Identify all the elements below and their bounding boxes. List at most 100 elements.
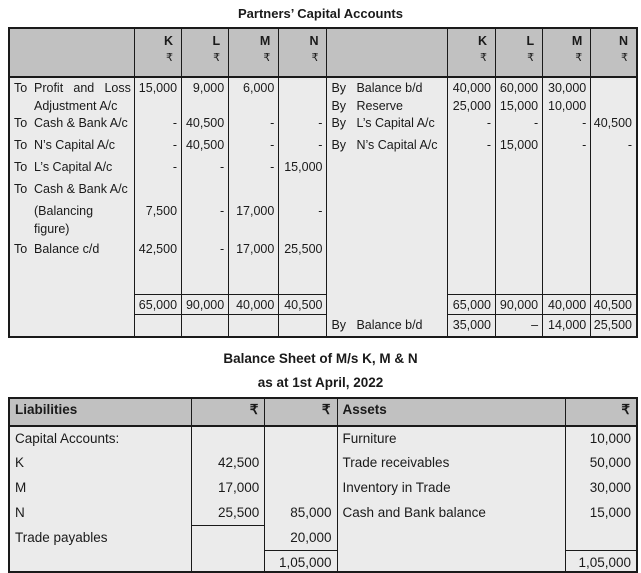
partner-column-header-debit-N: N ₹ (278, 28, 327, 78)
particulars-label: To L’s Capital A/c (10, 160, 134, 174)
amount-cell: 65,000 (133, 294, 182, 316)
balance-sheet-row: K 42,500 Trade receivables 50,000 (8, 450, 637, 476)
account-name: figure) (34, 221, 70, 236)
particulars-cell: By N’s Capital A/c (326, 135, 448, 158)
empty-cell (542, 260, 591, 295)
amount-cell: 35,000 (446, 314, 496, 337)
amount-cell: 9,000 (181, 77, 229, 96)
account-name: N’s Capital A/c (34, 138, 116, 153)
amount-cell: - (133, 135, 182, 158)
capital-table-row: To L’s Capital A/c - - -15,000 (8, 157, 637, 180)
liability-total-cell: 85,000 (264, 500, 338, 526)
partner-letter: M (259, 34, 271, 48)
empty-cell (8, 294, 135, 315)
balance-sheet-body: Capital Accounts: Furniture 10,000 K 42,500 T… (8, 425, 637, 572)
amount-cell (228, 314, 279, 337)
entry-prefix: To (14, 241, 28, 256)
partner-letter: L (212, 34, 221, 48)
credit-particulars-header (326, 28, 448, 78)
amount-cell: 30,000 (542, 77, 591, 96)
partner-letter: N (309, 34, 319, 48)
word: Profit (34, 81, 64, 95)
rupee-symbol: ₹ (479, 52, 487, 65)
particulars-cell: By Balance b/d (326, 314, 448, 337)
account-name: L’s Capital A/c (356, 116, 435, 131)
liabilities-header: Liabilities (8, 397, 192, 427)
capital-table-header: K ₹ L ₹ M ₹ N ₹ K ₹ L ₹ M ₹ N ₹ (8, 28, 637, 78)
account-name: (Balancing (34, 204, 94, 219)
liability-total-cell (264, 450, 338, 476)
amount-cell: - (446, 135, 496, 158)
particulars-label: By Balance b/d (328, 81, 447, 95)
liability-amount-cell (191, 425, 265, 451)
amount-cell: - (133, 157, 182, 180)
amount-cell (133, 96, 182, 114)
account-name: Balance b/d (356, 81, 423, 95)
particulars-cell: To Balance c/d (8, 238, 135, 261)
partner-letter: N (618, 34, 628, 48)
particulars-cell: To Cash & Bank A/c (8, 113, 135, 136)
asset-item-cell: Trade receivables (336, 450, 566, 476)
amount-cell (133, 179, 182, 202)
particulars-label: To Profit and Loss (10, 81, 134, 95)
capital-header-row: K ₹ L ₹ M ₹ N ₹ K ₹ L ₹ M ₹ N ₹ (8, 28, 637, 78)
particulars-cell: To Profit and Loss (8, 77, 135, 96)
amount-cell: 40,500 (278, 294, 327, 316)
empty-cell (133, 260, 182, 295)
capital-table-row: By Balance b/d 35,000–14,000 25,500 (8, 314, 637, 337)
amount-cell (228, 218, 279, 239)
particulars-cell: To Cash & Bank A/c (8, 179, 135, 202)
amount-cell: - (590, 135, 637, 158)
entry-prefix: To (14, 81, 28, 95)
particulars-cell: By L’s Capital A/c (326, 113, 448, 136)
rupee-symbol: ₹ (621, 52, 628, 65)
liability-amount-cell (191, 525, 265, 551)
particulars-label: By Reserve (328, 99, 447, 113)
entry-prefix: By (331, 116, 347, 131)
capital-table-row: To Cash & Bank A/c (8, 179, 637, 202)
amount-cell: - (181, 201, 229, 219)
amount-cell (181, 96, 229, 114)
account-name: Cash & Bank A/c (34, 182, 128, 197)
amount-cell: - (278, 135, 327, 158)
liability-item-cell: K (8, 450, 192, 476)
amount-cell (278, 218, 327, 239)
balance-sheet-header-row: Liabilities ₹ ₹ Assets ₹ (8, 397, 637, 427)
amount-cell: - (278, 113, 327, 136)
balance-sheet-title: Balance Sheet of M/s K, M & N (223, 350, 418, 366)
liability-amount-cell: 17,000 (191, 475, 265, 501)
rupee-symbol: ₹ (166, 52, 174, 65)
amount-cell: 10,000 (542, 96, 591, 114)
amount-cell (494, 218, 543, 239)
amount-cell: 15,000 (494, 135, 543, 158)
partner-column-header-debit-L: L ₹ (181, 28, 229, 78)
account-name: N’s Capital A/c (356, 138, 438, 153)
assets-header: Assets (336, 397, 566, 427)
amount-cell: – (494, 314, 543, 337)
amount-cell (542, 218, 591, 239)
amount-cell: 25,000 (446, 96, 496, 114)
amount-cell (494, 201, 543, 219)
partner-column-header-debit-K: K ₹ (133, 28, 182, 78)
particulars-cell (326, 218, 448, 239)
capital-accounts-title: Partners’ Capital Accounts (238, 6, 403, 21)
particulars-cell (326, 157, 448, 180)
amount-cell (542, 201, 591, 219)
particulars-label: To Balance c/d (10, 242, 134, 256)
particulars-cell: Adjustment A/c (8, 96, 135, 114)
amount-cell: 25,500 (278, 238, 327, 261)
capital-table-body: To Profit and Loss 15,000 9,000 6,000 By Balance… (8, 77, 637, 337)
rupee-symbol: ₹ (213, 52, 221, 65)
balance-sheet-table: Liabilities ₹ ₹ Assets ₹ Capital Accounts: Fu… (8, 396, 638, 573)
liability-total-cell: 20,000 (264, 525, 338, 552)
partner-column-header-credit-L: L ₹ (494, 28, 543, 78)
amount-cell: - (542, 135, 591, 158)
word: Loss (104, 81, 131, 95)
liability-item-cell: Capital Accounts: (8, 425, 192, 451)
capital-table-row: figure) (8, 218, 637, 239)
particulars-cell: figure) (8, 218, 135, 239)
amount-cell: 90,000 (181, 294, 229, 316)
amount-cell (590, 201, 637, 219)
amount-cell (181, 314, 229, 337)
